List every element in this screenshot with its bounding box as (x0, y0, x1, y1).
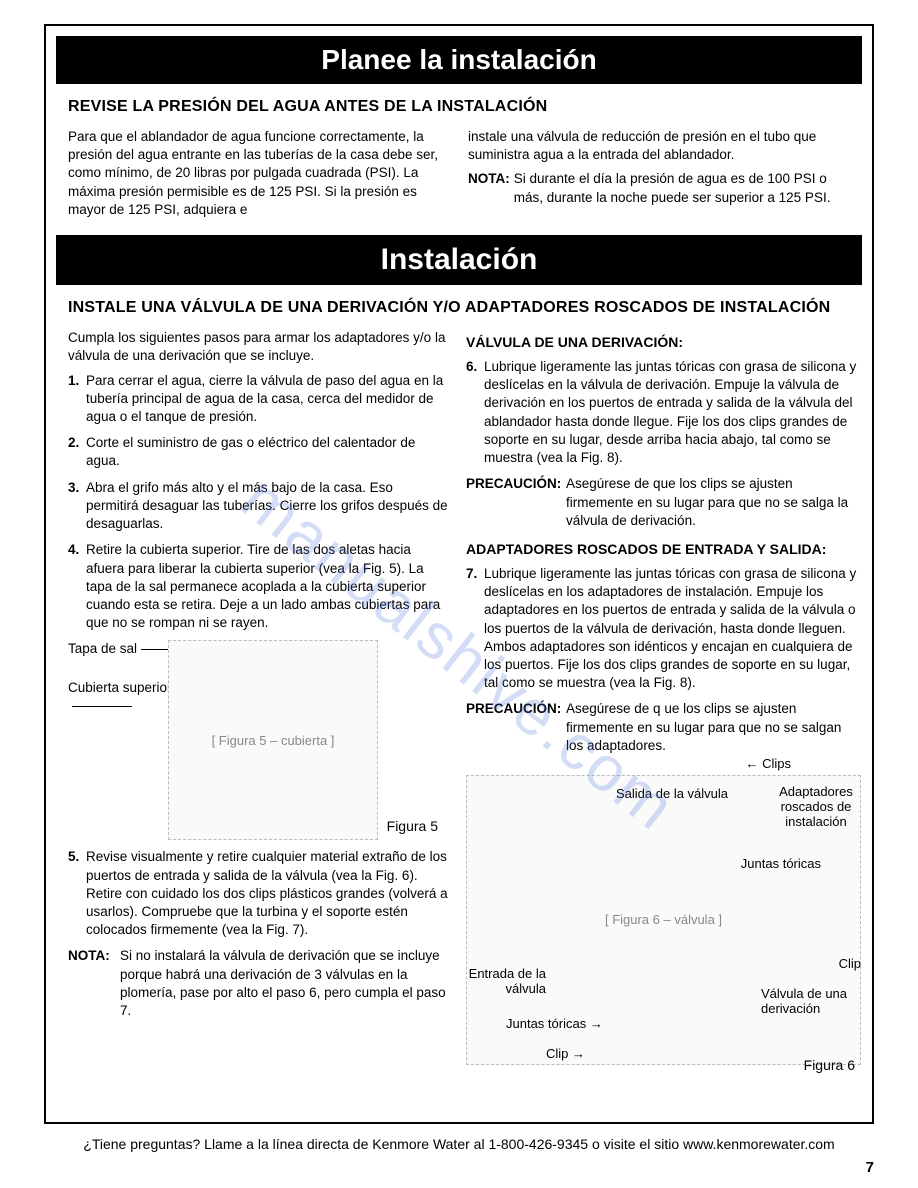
step-7-num: 7. (466, 565, 484, 693)
precaucion-2: PRECAUCIÓN: Asegúrese de q ue los clips … (466, 700, 861, 755)
step-2: 2. Corte el suministro de gas o eléctric… (68, 434, 448, 470)
step-2-num: 2. (68, 434, 86, 470)
fig6-label-clip-right: Clip (839, 957, 861, 972)
heading-instale-valvula: INSTALE UNA VÁLVULA DE UNA DERIVACIÓN Y/… (68, 299, 850, 317)
precaucion2-body: Asegúrese de q ue los clips se ajusten f… (566, 700, 861, 755)
fig6-label-adaptadores: Adaptadores roscados de instalación (771, 785, 861, 830)
nota2-body: Si no instalará la válvula de derivación… (120, 947, 448, 1020)
step-1: 1. Para cerrar el agua, cierre la válvul… (68, 372, 448, 427)
step-5-text: Revise visualmente y retire cualquier ma… (86, 848, 448, 939)
step-3-text: Abra el grifo más alto y el más bajo de … (86, 479, 448, 534)
figure-5-caption: Figura 5 (387, 817, 438, 836)
precaucion2-label: PRECAUCIÓN: (466, 700, 566, 755)
banner-instalacion: Instalación (56, 235, 862, 285)
intro-text: Cumpla los siguientes pasos para armar l… (68, 329, 448, 365)
nota2-label: NOTA: (68, 947, 120, 1020)
fig6-label-salida: Salida de la válvula (616, 787, 728, 802)
nota-presion: NOTA: Si durante el día la presión de ag… (468, 170, 850, 206)
step-6-text: Lubrique ligeramente las juntas tóricas … (484, 358, 861, 467)
page-frame: Planee la instalación REVISE LA PRESIÓN … (44, 24, 874, 1124)
fig6-label-valvula-deriv: Válvula de una derivación (761, 987, 861, 1017)
footer-text: ¿Tiene preguntas? Llame a la línea direc… (44, 1136, 874, 1152)
fig6-label-juntas-bottom: Juntas tóricas → (506, 1017, 603, 1032)
page-number: 7 (866, 1159, 874, 1176)
instalacion-columns: Cumpla los siguientes pasos para armar l… (68, 329, 850, 1077)
step-5: 5. Revise visualmente y retire cualquier… (68, 848, 448, 939)
instalacion-col-right: VÁLVULA DE UNA DERIVACIÓN: 6. Lubrique l… (466, 329, 861, 1077)
figure-5: Tapa de sal Cubierta superior [ Figura 5… (68, 640, 448, 840)
heading-revise-presion: REVISE LA PRESIÓN DEL AGUA ANTES DE LA I… (68, 98, 850, 116)
instalacion-col-left: Cumpla los siguientes pasos para armar l… (68, 329, 448, 1077)
presion-col-left: Para que el ablandador de agua funcione … (68, 128, 450, 225)
figure-6-caption: Figura 6 (804, 1056, 855, 1075)
nota-body: Si durante el día la presión de agua es … (510, 170, 850, 206)
step-1-text: Para cerrar el agua, cierre la válvula d… (86, 372, 448, 427)
step-2-text: Corte el suministro de gas o eléctrico d… (86, 434, 448, 470)
fig6-label-clip-bottom: Clip → (546, 1047, 585, 1062)
step-7-text: Lubrique ligeramente las juntas tóricas … (484, 565, 861, 693)
nota-label: NOTA: (468, 170, 510, 206)
figure-5-image: [ Figura 5 – cubierta ] (168, 640, 378, 840)
presion-text-left: Para que el ablandador de agua funcione … (68, 128, 450, 219)
step-4-text: Retire la cubierta superior. Tire de las… (86, 541, 448, 632)
presion-text-right: instale una válvula de reducción de pres… (468, 128, 850, 164)
step-6: 6. Lubrique ligeramente las juntas tóric… (466, 358, 861, 467)
step-6-num: 6. (466, 358, 484, 467)
presion-col-right: instale una válvula de reducción de pres… (468, 128, 850, 225)
step-1-num: 1. (68, 372, 86, 427)
step-4-num: 4. (68, 541, 86, 632)
subheading-valvula-derivacion: VÁLVULA DE UNA DERIVACIÓN: (466, 333, 861, 352)
subheading-adaptadores: ADAPTADORES ROSCADOS DE ENTRADA Y SALIDA… (466, 540, 861, 559)
banner-planee: Planee la instalación (56, 36, 862, 84)
fig6-label-juntas-top: Juntas tóricas (741, 857, 821, 872)
fig6-label-entrada: Entrada de la válvula (466, 967, 546, 997)
precaucion1-body: Asegúrese de que los clips se ajusten fi… (566, 475, 861, 530)
precaucion1-label: PRECAUCIÓN: (466, 475, 566, 530)
presion-columns: Para que el ablandador de agua funcione … (68, 128, 850, 225)
figure-6: [ Figura 6 – válvula ] ← Clips Salida de… (466, 757, 861, 1077)
step-5-num: 5. (68, 848, 86, 939)
step-3: 3. Abra el grifo más alto y el más bajo … (68, 479, 448, 534)
step-4: 4. Retire la cubierta superior. Tire de … (68, 541, 448, 632)
precaucion-1: PRECAUCIÓN: Asegúrese de que los clips s… (466, 475, 861, 530)
fig6-label-clips: ← Clips (745, 757, 791, 772)
step-3-num: 3. (68, 479, 86, 534)
step-7: 7. Lubrique ligeramente las juntas tóric… (466, 565, 861, 693)
nota-derivacion: NOTA: Si no instalará la válvula de deri… (68, 947, 448, 1020)
